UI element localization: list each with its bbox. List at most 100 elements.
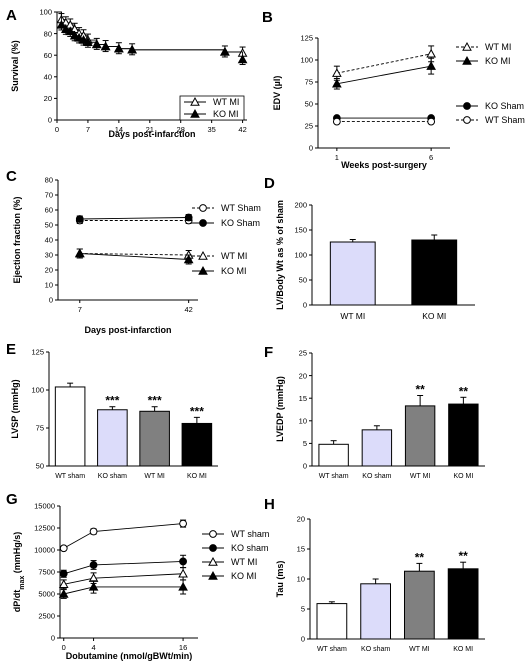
data-point: [179, 557, 187, 566]
legend-marker: [209, 544, 217, 552]
y-axis-label: LVSP (mmHg): [10, 379, 20, 438]
legend-marker: [199, 204, 207, 212]
y-tick-label: 0: [309, 144, 313, 153]
legend-marker: [198, 250, 208, 260]
series-line: [336, 65, 432, 85]
data-point: [75, 215, 84, 223]
category-label: KO sham: [98, 473, 127, 480]
data-point: [183, 254, 194, 264]
bar: [360, 583, 391, 640]
significance-marker: ***: [190, 404, 204, 418]
y-axis-label-unit: (mmHg/s): [12, 532, 22, 576]
bar: [447, 568, 479, 640]
significance-marker: **: [415, 550, 425, 564]
y-tick-label: 50: [45, 221, 53, 230]
legend-label: WT MI: [231, 557, 257, 567]
category-label: WT sham: [319, 473, 349, 480]
y-tick-label: 2500: [38, 612, 55, 621]
y-tick-label: 50: [299, 276, 307, 285]
y-tick-label: 20: [297, 515, 305, 524]
y-tick-label: 10000: [34, 546, 55, 555]
y-tick-label: 20: [45, 266, 53, 275]
series-line: [79, 217, 189, 220]
y-tick-label: 0: [301, 635, 305, 644]
data-point: [178, 568, 188, 578]
y-tick-label: 0: [303, 462, 307, 471]
y-tick-label: 100: [294, 251, 307, 260]
y-tick-label: 40: [45, 236, 53, 245]
data-point: [74, 248, 85, 258]
y-tick-label: 15: [297, 545, 305, 554]
data-point: [220, 46, 230, 56]
panel-label: B: [262, 9, 273, 26]
y-tick-label: 0: [49, 296, 53, 305]
data-point: [60, 24, 71, 33]
panel-a-survival-chart: A 0 20 40 60 80 100 0 7 14 21 28 35 42 Survival (%) Day…: [6, 7, 248, 139]
y-tick-label: 5: [303, 439, 307, 448]
series-line: [63, 560, 184, 575]
panel-e-bar-chart: E 50 75 100 125 WT sham KO sham *** WT MI *** KO M…: [6, 341, 218, 480]
y-axis-label: dP/dtmax (mmHg/s): [12, 532, 26, 613]
y-axis-label-main: dP/dt: [12, 590, 22, 613]
data-point: [91, 39, 102, 49]
legend-entry: KO MI: [456, 55, 511, 66]
bar: [448, 403, 479, 467]
panel-label: H: [264, 496, 275, 513]
y-axis-label-subscript: max: [19, 576, 26, 590]
legend-entry: KO Sham: [192, 218, 260, 228]
x-tick-label: 42: [238, 125, 246, 134]
legend-entry: KO sham: [202, 543, 269, 553]
y-tick-label: 5: [301, 605, 305, 614]
data-point: [179, 519, 187, 528]
x-tick-label: 14: [115, 125, 123, 134]
data-point: [65, 26, 76, 36]
series-wt-sham: [59, 519, 187, 553]
significance-marker: ***: [105, 394, 119, 408]
series-line: [63, 523, 184, 549]
data-point: [78, 35, 89, 44]
legend-label: KO MI: [485, 56, 511, 66]
bar: [54, 386, 86, 467]
legend-entry: KO MI: [184, 108, 239, 119]
data-point: [184, 213, 193, 222]
y-axis-label: Ejection fraction (%): [12, 196, 22, 283]
series-line: [79, 253, 189, 260]
series-line: [336, 53, 432, 74]
bar: [361, 429, 393, 467]
significance-marker: **: [415, 382, 425, 396]
x-tick-label: 28: [177, 125, 185, 134]
y-tick-label: 15: [299, 394, 307, 403]
x-tick-label: 1: [335, 153, 339, 162]
category-label: KO MI: [422, 311, 446, 321]
legend-label: WT sham: [231, 529, 269, 539]
y-tick-label: 75: [305, 78, 313, 87]
bar: [316, 603, 348, 640]
y-tick-label: 50: [305, 100, 313, 109]
x-axis-label: Days post-infarction: [108, 129, 195, 139]
x-tick-label: 0: [62, 643, 66, 652]
y-tick-label: 20: [44, 94, 52, 103]
y-tick-label: 100: [31, 386, 44, 395]
significance-marker: ***: [148, 394, 162, 408]
x-tick-label: 4: [91, 643, 95, 652]
y-axis-label: Tau (ms): [275, 561, 285, 598]
legend-marker: [209, 530, 217, 538]
category-label: KO MI: [187, 473, 207, 480]
legend-label: KO MI: [221, 266, 247, 276]
bar: [329, 241, 376, 306]
legend-marker: [462, 55, 472, 65]
x-tick-label: 35: [207, 125, 215, 134]
y-tick-label: 60: [45, 206, 53, 215]
y-axis-label: LV/Body Wt as % of sham: [275, 200, 285, 310]
panel-label: C: [6, 168, 17, 185]
series-wt-mi: [58, 567, 188, 590]
legend-entry: WT Sham: [192, 203, 261, 213]
y-tick-label: 75: [36, 424, 44, 433]
y-tick-label: 150: [294, 226, 307, 235]
legend-entry: WT Sham: [456, 115, 525, 125]
significance-marker: **: [458, 549, 468, 563]
category-label: WT MI: [340, 311, 365, 321]
series-ko-mi: [332, 57, 436, 90]
